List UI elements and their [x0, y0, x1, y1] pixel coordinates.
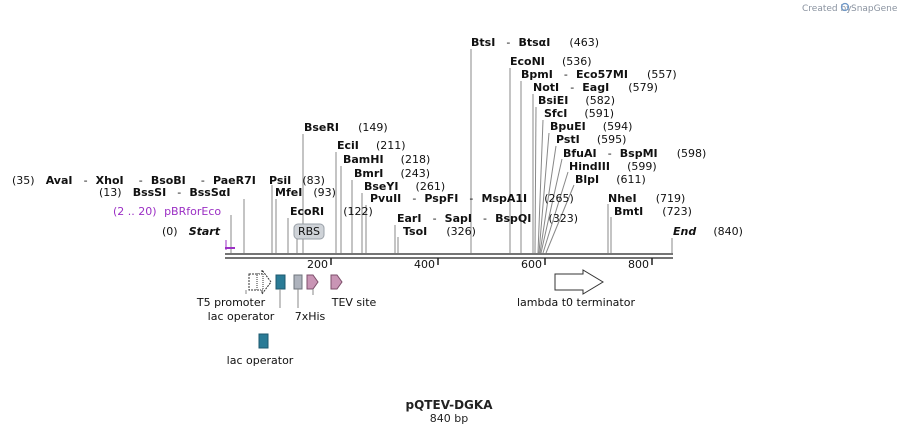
sequence-backbone: [225, 253, 673, 259]
enzyme-bamhi: BamHI (218): [343, 148, 430, 167]
enzyme-group-bpmi: BpmI - Eco57MI (557): [521, 63, 677, 82]
enzyme-labels: (35) AvaI - XhoI - BsoBI - PaeR7I (13) B…: [12, 31, 706, 239]
cut-site-lines: [230, 49, 673, 254]
enzyme-bmti: BmtI (723): [614, 200, 692, 219]
enzyme-group-eari: EarI - SapI - BspQI (323): [397, 207, 578, 226]
enzyme-bmri: BmrI (243): [354, 162, 430, 181]
cut-line-psti: [539, 145, 557, 254]
enzyme-bseyi: BseYI (261): [364, 175, 445, 194]
plasmid-name: pQTEV-DGKA: [406, 398, 494, 412]
enzyme-hindiii: HindIII (599): [569, 155, 657, 174]
t5-promoter-segment: [256, 273, 264, 291]
rbs-box: [293, 223, 325, 240]
enzyme-group-avai: (35) AvaI - XhoI - BsoBI - PaeR7I: [12, 169, 256, 188]
enzyme-blpi: BlpI (611): [575, 168, 646, 187]
cut-line-blpi: [545, 184, 575, 254]
cut-line-hindiii: [542, 171, 569, 254]
start-label: (0) Start: [162, 220, 221, 239]
plasmid-length: 840 bp: [430, 412, 468, 425]
features-track: T5 promoter lac operator 7xHis TEV site …: [196, 268, 635, 367]
tev-site-label: TEV site: [331, 296, 377, 309]
enzyme-ecori: EcoRI (122): [290, 200, 373, 219]
enzyme-sfci: SfcI (591): [544, 102, 614, 121]
tev-site-arrow-1[interactable]: [306, 274, 319, 290]
tev-site-arrow-2[interactable]: [330, 274, 343, 290]
position-ruler: 200 400 600 800: [307, 258, 653, 271]
cut-line-bfuai: [540, 158, 563, 254]
his-tag-box[interactable]: [293, 274, 303, 290]
enzyme-psti: PstI (595): [556, 128, 626, 147]
primer-annotation: (2 .. 20) pBRforEco: [113, 205, 235, 250]
enzyme-group-noti: NotI - EagI (579): [533, 76, 658, 95]
rbs-label: RBS: [298, 225, 320, 238]
enzyme-bpuei: BpuEI (594): [550, 115, 632, 134]
enzyme-group-bfuai: BfuAI - BspMI (598): [563, 142, 706, 161]
lac-operator-label-2: lac operator: [227, 354, 294, 367]
snapgene-logo-icon: [840, 2, 850, 12]
lambda-terminator-arrow[interactable]: [554, 269, 604, 295]
enzyme-bseri: BseRI (149): [304, 116, 388, 135]
enzyme-bsiei: BsiEI (582): [538, 89, 615, 108]
enzyme-mfei: MfeI (93): [275, 181, 336, 200]
lac-operator-box[interactable]: [275, 274, 286, 290]
ruler-label-200: 200: [307, 258, 328, 271]
cut-line-sfci: [537, 119, 544, 254]
ruler-label-400: 400: [414, 258, 435, 271]
t5-promoter-label: T5 promoter: [196, 296, 266, 309]
lac-operator-box-2[interactable]: [258, 333, 269, 349]
enzyme-nhei: NheI (719): [608, 187, 685, 206]
snapgene-credit: Created by SnapGene: [802, 2, 898, 14]
enzyme-econi: EcoNI (536): [510, 50, 592, 69]
end-label: End (840): [673, 220, 743, 239]
lambda-terminator-label: lambda t0 terminator: [517, 296, 635, 309]
ruler-label-800: 800: [628, 258, 649, 271]
lac-operator-label: lac operator: [208, 310, 275, 323]
cut-line-bpuei: [538, 132, 550, 254]
primer-label: (2 .. 20) pBRforEco: [113, 205, 221, 218]
enzyme-group-bsssi: (13) BssSI - BssSαI: [99, 181, 230, 200]
enzyme-ecii: EciI (211): [337, 134, 406, 153]
his-tag-label: 7xHis: [295, 310, 326, 323]
enzyme-group-pvuii: PvuII - PspFI - MspA1I (265): [370, 187, 574, 206]
cut-line-bsiei: [534, 106, 537, 254]
credit-text: Created by: [802, 4, 852, 14]
rbs-feature[interactable]: RBS: [293, 223, 325, 253]
credit-brand: SnapGene: [851, 4, 898, 14]
enzyme-tsoi: TsoI (326): [403, 220, 476, 239]
enzyme-group-btsi: BtsI - BtsαI (463): [471, 31, 599, 50]
ruler-label-600: 600: [521, 258, 542, 271]
enzyme-psii: PsiI (83): [269, 169, 325, 188]
